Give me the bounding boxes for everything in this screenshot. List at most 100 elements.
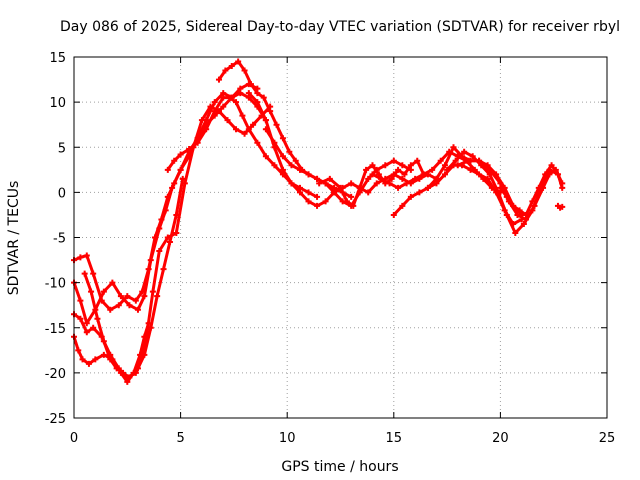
data-point-marker xyxy=(503,211,510,218)
data-point-marker xyxy=(279,135,286,142)
data-point-marker xyxy=(262,126,269,133)
data-point-marker xyxy=(465,157,472,164)
data-point-marker xyxy=(247,81,254,88)
data-point-marker xyxy=(207,103,214,110)
data-point-marker xyxy=(100,338,107,345)
y-tick-label: 5 xyxy=(58,141,66,156)
x-tick-label: 15 xyxy=(386,431,403,446)
data-point-marker xyxy=(296,166,303,173)
data-point-marker xyxy=(559,184,566,191)
data-point-marker xyxy=(100,351,107,358)
data-point-marker xyxy=(194,139,201,146)
data-point-marker xyxy=(331,189,338,196)
data-point-marker xyxy=(154,293,161,300)
grid-lines xyxy=(74,57,607,418)
data-point-marker xyxy=(467,166,474,173)
series-line xyxy=(72,82,259,325)
series-line xyxy=(317,159,426,208)
data-point-marker xyxy=(365,175,372,182)
data-point-marker xyxy=(83,252,90,259)
data-point-marker xyxy=(486,166,493,173)
data-point-marker xyxy=(399,202,406,209)
y-tick-label: -25 xyxy=(45,412,66,427)
data-point-marker xyxy=(156,248,163,255)
y-tick-label: -20 xyxy=(45,367,66,382)
data-point-marker xyxy=(386,180,393,187)
data-point-marker xyxy=(271,162,278,169)
chart-title: Day 086 of 2025, Sidereal Day-to-day VTE… xyxy=(60,19,620,35)
series-sat-C xyxy=(71,175,186,381)
data-point-marker xyxy=(211,108,218,115)
data-point-marker xyxy=(535,184,542,191)
data-point-marker xyxy=(420,171,427,178)
data-point-marker xyxy=(141,293,148,300)
data-point-marker xyxy=(181,180,188,187)
data-point-marker xyxy=(260,94,267,101)
data-point-marker xyxy=(126,374,133,381)
data-point-marker xyxy=(250,121,257,128)
data-point-marker xyxy=(314,202,321,209)
data-point-marker xyxy=(548,162,555,169)
data-point-marker xyxy=(369,162,376,169)
axis-ticks xyxy=(73,56,608,419)
data-point-marker xyxy=(241,130,248,137)
data-point-marker xyxy=(407,162,414,169)
data-point-marker xyxy=(348,193,355,200)
data-point-marker xyxy=(414,157,421,164)
data-point-marker xyxy=(220,103,227,110)
data-point-marker xyxy=(134,365,141,372)
x-tick-labels: 0 5 10 15 20 25 xyxy=(70,431,615,446)
data-point-marker xyxy=(203,126,210,133)
series-line xyxy=(264,127,413,208)
y-tick-label: 15 xyxy=(49,51,66,66)
data-point-marker xyxy=(395,166,402,173)
series-sat-E xyxy=(81,103,274,381)
data-point-marker xyxy=(461,148,468,155)
data-point-marker xyxy=(503,193,510,200)
data-point-marker xyxy=(450,144,457,151)
data-point-marker xyxy=(314,175,321,182)
data-point-marker xyxy=(469,153,476,160)
data-point-marker xyxy=(444,166,451,173)
data-point-marker xyxy=(75,347,82,354)
data-point-marker xyxy=(107,306,114,313)
data-point-marker xyxy=(169,184,176,191)
x-axis-label: GPS time / hours xyxy=(281,459,398,475)
data-point-marker xyxy=(510,202,517,209)
data-point-marker xyxy=(107,356,114,363)
data-point-marker xyxy=(211,99,218,106)
y-tick-label: 0 xyxy=(58,186,66,201)
data-point-marker xyxy=(348,180,355,187)
data-point-marker xyxy=(322,198,329,205)
data-point-marker xyxy=(186,146,193,153)
data-point-marker xyxy=(239,112,246,119)
data-point-marker xyxy=(83,320,90,327)
data-point-marker xyxy=(305,189,312,196)
data-point-marker xyxy=(452,157,459,164)
data-series-group xyxy=(71,58,566,385)
data-point-marker xyxy=(177,166,184,173)
series-line xyxy=(72,91,268,312)
data-point-marker xyxy=(94,315,101,322)
series-sat-A xyxy=(71,90,269,313)
data-point-marker xyxy=(305,171,312,178)
data-point-marker xyxy=(559,203,566,210)
data-point-marker xyxy=(363,166,370,173)
data-point-marker xyxy=(109,279,116,286)
data-point-marker xyxy=(262,153,269,160)
data-point-marker xyxy=(378,175,385,182)
data-point-marker xyxy=(100,288,107,295)
data-point-marker xyxy=(279,153,286,160)
data-point-marker xyxy=(267,108,274,115)
data-point-marker xyxy=(254,99,261,106)
data-point-marker xyxy=(454,162,461,169)
data-point-marker xyxy=(437,157,444,164)
series-sat-K xyxy=(369,148,504,196)
series-sat-Q xyxy=(554,202,566,211)
data-point-marker xyxy=(113,365,120,372)
data-point-marker xyxy=(162,207,169,214)
data-point-marker xyxy=(90,324,97,331)
data-point-marker xyxy=(554,171,561,178)
data-point-marker xyxy=(369,171,376,178)
data-point-marker xyxy=(273,121,280,128)
